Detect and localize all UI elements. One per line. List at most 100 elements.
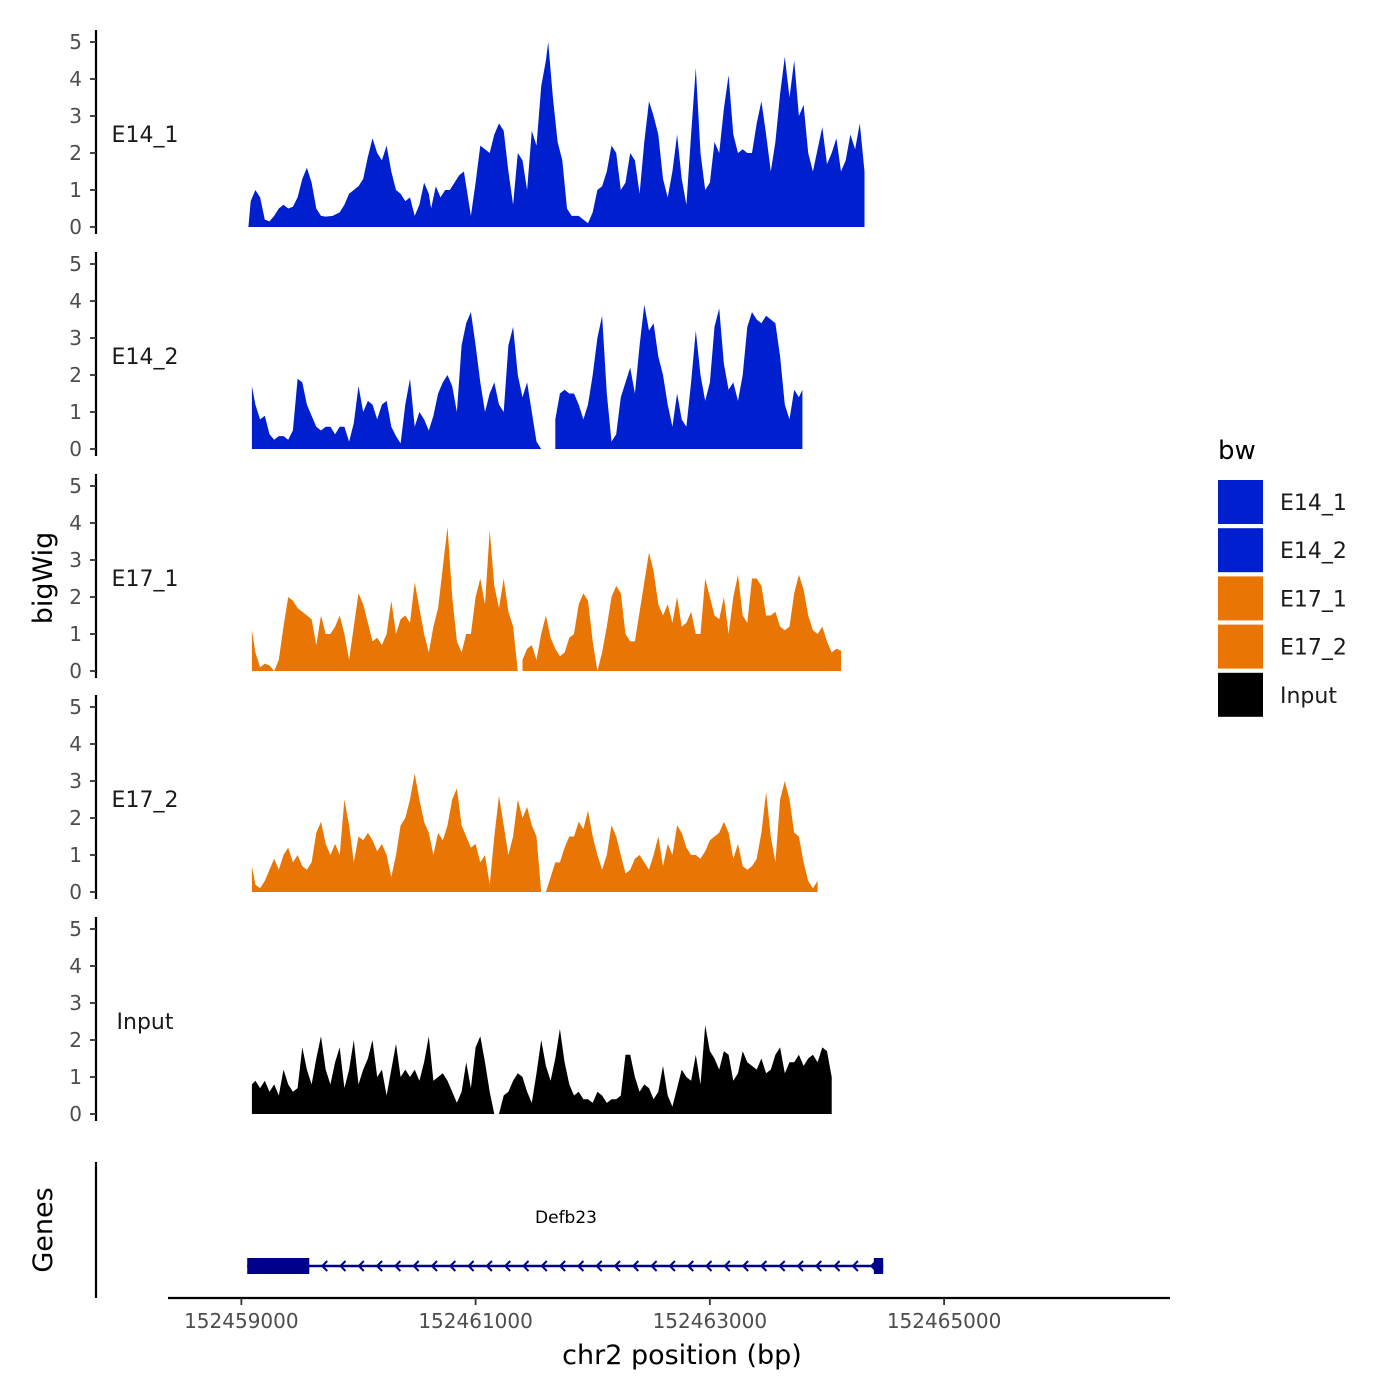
y-tick-label: 0 [69,1102,82,1126]
track-E17_2: 0 1 2 3 4 5 E17_2 [69,695,818,904]
y-tick-label: 0 [69,880,82,904]
legend-swatch [1218,528,1263,573]
legend-title: bw [1218,436,1256,466]
y-tick-label: 2 [69,585,82,609]
y-tick-label: 2 [69,363,82,387]
track-E14_1: 0 1 2 3 4 5 E14_1 [69,30,865,239]
y-tick-label: 4 [69,954,82,978]
y-tick-label: 5 [69,695,82,719]
y-tick-label: 3 [69,326,82,350]
strand-arrow [375,1260,383,1272]
x-axis-title: chr2 position (bp) [562,1340,802,1371]
y-tick-label: 1 [69,400,82,424]
track-label: E14_1 [112,123,179,148]
tracks: 0 1 2 3 4 5 E14_1 0 1 2 3 4 5 E14_2 0 1 2 3 4 5 E17_1 0 1 2 3 4 5 E… [69,30,865,1126]
track-E17_1: 0 1 2 3 4 5 E17_1 [69,474,841,683]
legend-label: E14_1 [1280,491,1347,516]
y-tick-label: 4 [69,67,82,91]
legend-swatch [1218,624,1263,669]
legend-label: E14_2 [1280,539,1347,564]
legend-swatch [1218,672,1263,717]
gene-track: Defb23 [94,1162,884,1298]
y-tick-label: 2 [69,806,82,830]
gene-model [247,1258,884,1274]
y-tick-label: 3 [69,991,82,1015]
y-tick-label: 1 [69,1065,82,1089]
track-label: E17_2 [112,788,179,813]
strand-arrow [631,1260,640,1272]
y-tick-label: 2 [69,1028,82,1052]
strand-arrow [705,1260,713,1272]
y-tick-label: 0 [69,659,82,683]
strand-arrow [393,1260,402,1272]
y-tick-label: 4 [69,289,82,313]
y-tick-label: 0 [69,437,82,461]
track-label: Input [117,1010,174,1035]
x-axis: 152459000 152461000 152463000 152465000 [168,1296,1170,1333]
x-tick-label: 152459000 [184,1309,299,1333]
strand-arrow [851,1260,859,1272]
y-tick-label: 1 [69,622,82,646]
y-axis-title: bigWig [28,532,59,625]
strand-arrow [576,1260,585,1272]
signal-area-E17_2 [251,773,818,892]
strand-arrow [467,1260,475,1272]
y-tick-label: 3 [69,769,82,793]
x-tick-label: 152463000 [653,1309,768,1333]
track-E14_2: 0 1 2 3 4 5 E14_2 [69,252,803,461]
y-tick-label: 5 [69,252,82,276]
strand-arrow [686,1260,694,1272]
legend-label: Input [1280,684,1337,709]
y-tick-label: 3 [69,104,82,128]
track-label: E17_1 [112,567,179,592]
y-tick-label: 5 [69,474,82,498]
strand-arrow [741,1260,749,1272]
strand-arrow [339,1260,347,1272]
y-tick-label: 4 [69,511,82,535]
gene-label: Defb23 [535,1208,597,1228]
strand-arrow [759,1260,768,1272]
strand-arrow [412,1260,420,1272]
x-tick-label: 152461000 [418,1309,533,1333]
legend: bw E14_1 E14_2 E17_1 E17_2 Input [1218,436,1347,717]
strand-arrow [558,1260,566,1272]
legend-label: E17_1 [1280,587,1347,612]
track-Input: 0 1 2 3 4 5 Input [69,917,832,1126]
y-tick-label: 4 [69,732,82,756]
y-tick-label: 1 [69,843,82,867]
strand-arrow [723,1260,731,1272]
strand-arrow [540,1260,548,1272]
strand-arrow [778,1260,786,1272]
y-tick-label: 0 [69,215,82,239]
strand-arrow [448,1260,457,1272]
strand-arrow [650,1260,658,1272]
signal-area-E17_1 [251,526,841,671]
y-tick-label: 3 [69,548,82,572]
signal-area-Input [251,1025,832,1114]
y-tick-label: 1 [69,178,82,202]
genes-axis-title: Genes [28,1187,59,1272]
strand-arrow [668,1260,676,1272]
y-tick-label: 2 [69,141,82,165]
strand-arrow [503,1260,511,1272]
strand-arrow [430,1260,438,1272]
strand-arrow [595,1260,603,1272]
strand-arrow [796,1260,804,1272]
strand-arrow [613,1260,621,1272]
legend-swatch [1218,576,1263,621]
legend-swatch [1218,480,1263,524]
x-tick-label: 152465000 [887,1309,1002,1333]
y-tick-label: 5 [69,917,82,941]
strand-arrow [522,1260,530,1272]
signal-area-E14_2 [251,304,803,449]
gene-exon [247,1258,310,1274]
strand-arrow [357,1260,365,1272]
strand-arrow [814,1260,823,1272]
legend-label: E17_2 [1280,636,1347,661]
y-tick-label: 5 [69,30,82,54]
strand-arrow [833,1260,841,1272]
signal-area-E14_1 [248,42,865,227]
track-label: E14_2 [112,345,179,370]
strand-arrow [485,1260,493,1272]
